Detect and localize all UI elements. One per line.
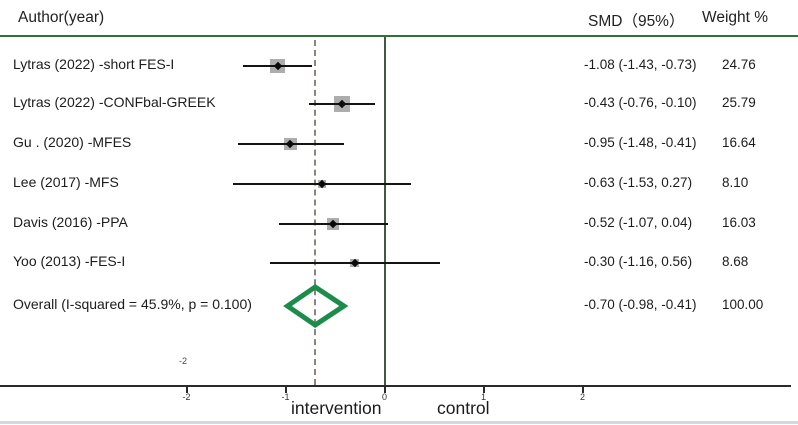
study-smd-value: -0.52 (-1.07, 0.04) xyxy=(584,215,693,230)
study-smd-value: -0.43 (-0.76, -0.10) xyxy=(584,95,697,110)
study-label: Gu . (2020) -MFES xyxy=(13,134,132,150)
study-label: Lytras (2022) -CONFbal-GREEK xyxy=(13,94,216,110)
study-weight-value: 25.79 xyxy=(722,95,756,110)
study-weight-value: 8.10 xyxy=(722,175,749,190)
zero-reference-line xyxy=(384,37,386,393)
x-axis-label-control: control xyxy=(437,398,490,418)
overall-label: Overall (I-squared = 45.9%, p = 0.100) xyxy=(13,296,252,312)
study-label: Lytras (2022) -short FES-I xyxy=(13,56,175,72)
study-smd-value: -0.30 (-1.16, 0.56) xyxy=(584,254,693,269)
study-weight-value: 16.64 xyxy=(722,135,756,150)
x-axis-label-intervention: intervention xyxy=(291,398,382,418)
x-axis-tick xyxy=(383,385,386,393)
x-axis-tick-label: 2 xyxy=(579,392,586,402)
header-divider-rule xyxy=(0,35,798,37)
overall-effect-dashed-line xyxy=(314,40,316,385)
study-smd-value: -1.08 (-1.43, -0.73) xyxy=(584,57,697,72)
x-axis-tick xyxy=(581,385,584,393)
study-label: Davis (2016) -PPA xyxy=(13,214,128,230)
x-axis-tick xyxy=(185,385,188,393)
study-weight-value: 16.03 xyxy=(722,215,756,230)
study-weight-value: 24.76 xyxy=(722,57,756,72)
study-label: Lee (2017) -MFS xyxy=(13,174,119,190)
study-smd-value: -0.63 (-1.53, 0.27) xyxy=(584,175,693,190)
x-axis-tick xyxy=(284,385,287,393)
bottom-border-rule xyxy=(0,421,798,424)
x-axis-tick xyxy=(482,385,485,393)
weight-column-header: Weight % xyxy=(702,9,769,26)
x-axis-tick-label: -2 xyxy=(182,392,191,402)
study-weight-value: 8.68 xyxy=(722,254,749,269)
x-axis-line xyxy=(0,385,791,387)
smd-column-header: SMD（95%） xyxy=(588,13,685,30)
study-label: Yoo (2013) -FES-I xyxy=(13,253,126,269)
study-smd-value: -0.95 (-1.48, -0.41) xyxy=(584,135,697,150)
stray-axis-label: -2 xyxy=(178,356,188,366)
x-axis-tick-label: -1 xyxy=(281,392,290,402)
overall-weight-value: 100.00 xyxy=(722,297,764,312)
x-axis-tick-label: 0 xyxy=(381,392,388,402)
x-axis-tick-label: 1 xyxy=(480,392,487,402)
author-column-header: Author(year) xyxy=(18,9,105,26)
overall-smd-value: -0.70 (-0.98, -0.41) xyxy=(584,297,697,312)
